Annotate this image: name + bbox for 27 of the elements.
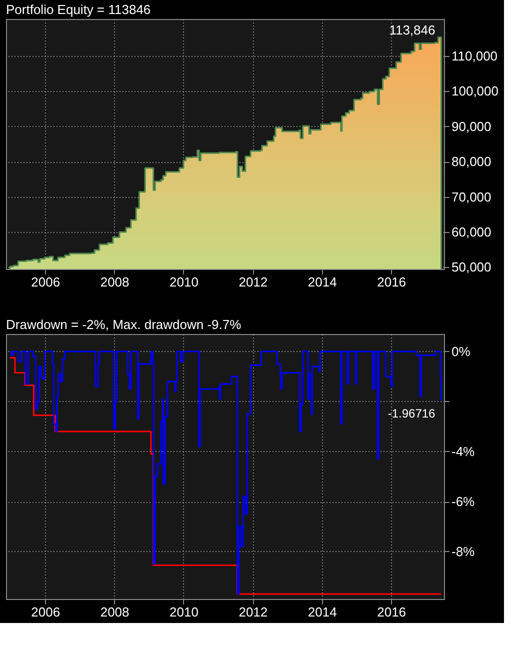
y-tick-label: 60,000 (452, 224, 492, 240)
y-tick-label: 100,000 (452, 84, 498, 99)
y-tick-label: 80,000 (452, 154, 492, 170)
x-tick-label: 2008 (100, 274, 130, 290)
x-tick-label: 2016 (377, 604, 406, 620)
x-tick-label: 2012 (238, 274, 268, 290)
x-tick-label: 2010 (170, 604, 198, 620)
x-tick-label: 2016 (377, 274, 406, 290)
annotation: 113,846 (389, 22, 436, 38)
y-tick-label: -6% (452, 494, 476, 509)
y-tick-label: 110,000 (452, 48, 498, 64)
y-tick-label: 50,000 (452, 260, 492, 275)
x-tick-label: 2008 (100, 604, 130, 620)
y-tick-label: 0% (452, 344, 471, 359)
x-tick-label: 2006 (31, 274, 60, 290)
y-tick-label: 90,000 (452, 118, 492, 134)
x-tick-label: 2010 (170, 274, 198, 290)
x-tick-label: 2006 (31, 604, 60, 620)
y-tick-label: 70,000 (452, 189, 492, 204)
chart-title: Drawdown = -2%, Max. drawdown -9.7% (6, 317, 242, 332)
chart-title: Portfolio Equity = 113846 (6, 2, 151, 17)
y-tick-label: -8% (452, 544, 476, 559)
y-tick-label: -4% (452, 444, 476, 459)
annotation: -1.96716 (388, 406, 436, 421)
x-tick-label: 2012 (238, 604, 268, 620)
x-tick-label: 2014 (308, 604, 337, 620)
x-tick-label: 2014 (308, 274, 337, 290)
